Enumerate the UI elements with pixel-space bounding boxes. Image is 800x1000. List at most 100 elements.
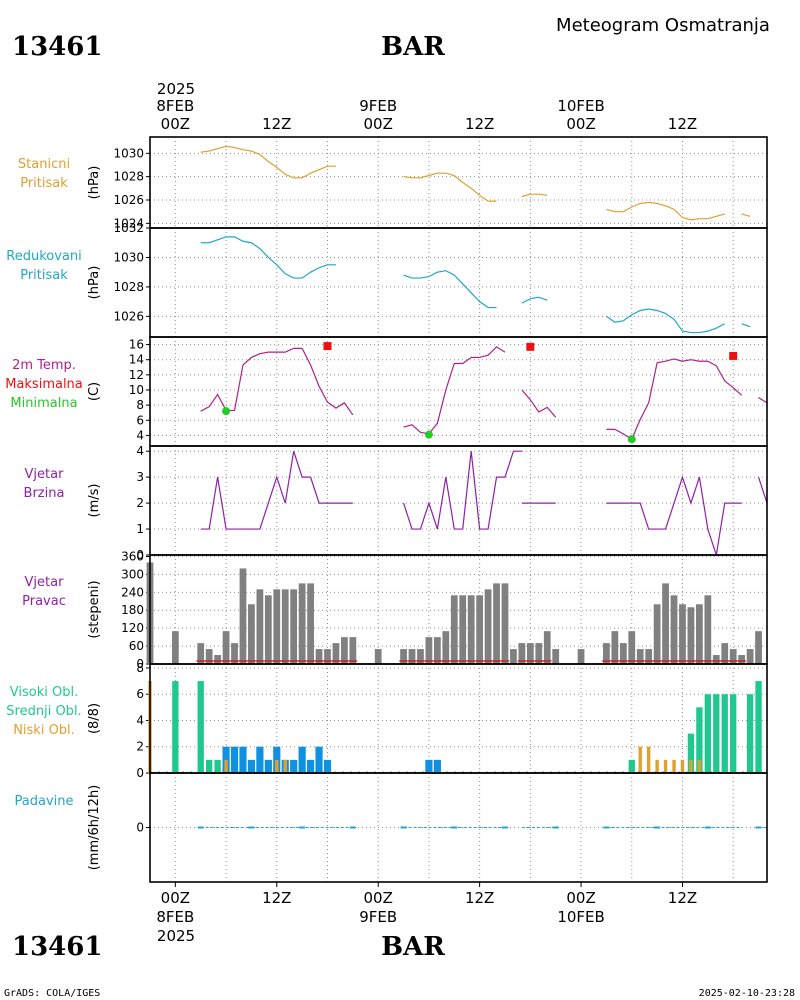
y-tick-label: 1030: [113, 250, 144, 264]
cloud-bar: [283, 759, 287, 773]
y-axis-label: (8/8): [87, 703, 102, 734]
top-year-label: 2025: [157, 80, 195, 98]
wind-direction-bar: [442, 631, 450, 664]
wind-direction-bar: [662, 583, 669, 664]
cloud-bar: [315, 746, 323, 773]
y-tick-label: 180: [121, 603, 144, 617]
cloud-bar: [704, 694, 712, 773]
cloud-bar: [655, 759, 659, 773]
wind-speed-line: [200, 451, 353, 530]
y-axis-label: (stepeni): [87, 580, 102, 638]
y-tick-label: 1032: [113, 221, 144, 235]
wind-direction-bar: [611, 631, 619, 664]
panel-1: 1024 1026 1028 1030 (hPa) Stanicni Pritisak: [18, 136, 768, 230]
wind-direction-bar: [510, 649, 517, 664]
y-tick-label: 16: [129, 338, 144, 352]
cloud-bar: [713, 694, 720, 773]
footer-station-id: 13461: [12, 932, 102, 962]
wind-direction-bar: [205, 649, 213, 664]
y-axis-label: (mm/6h/12h): [87, 785, 102, 871]
bottom-hour-label: 00Z: [364, 889, 393, 907]
cloud-bar: [247, 759, 256, 773]
panel-label: 2m Temp.: [12, 358, 76, 373]
y-tick-label: 1026: [113, 193, 144, 207]
panel-label: Padavine: [15, 794, 74, 809]
pressure-line: [403, 270, 497, 309]
pressure-line: [521, 193, 548, 198]
precip-bar: [755, 826, 762, 829]
cloud-bar: [721, 694, 728, 773]
y-tick-label: 6: [136, 413, 144, 427]
wind-direction-bar: [603, 643, 610, 664]
top-hour-label: 00Z: [161, 115, 190, 133]
wind-direction-bar: [256, 589, 264, 664]
y-axis-label: (hPa): [87, 266, 102, 300]
y-axis-label: (hPa): [87, 166, 102, 200]
wind-direction-bar: [467, 595, 475, 664]
cloud-bar: [298, 746, 306, 773]
header-station-name: BAR: [381, 32, 445, 62]
precip-bar: [400, 826, 407, 829]
bottom-hour-label: 00Z: [161, 889, 190, 907]
y-axis-label: (C): [87, 382, 102, 401]
cloud-bar: [197, 681, 204, 773]
wind-direction-bar: [374, 649, 382, 664]
tmax-marker: [526, 342, 535, 351]
precip-bar: [349, 826, 356, 829]
temperature-line: [758, 397, 768, 404]
wind-direction-bar: [433, 637, 441, 664]
precip-bar: [501, 826, 508, 829]
wind-direction-bar: [484, 589, 492, 664]
panel-label: Pritisak: [20, 268, 68, 283]
wind-direction-bar: [239, 568, 247, 664]
wind-direction-bar: [645, 649, 653, 664]
y-tick-label: 6: [136, 687, 144, 701]
cloud-bar: [172, 681, 179, 773]
cloud-bar: [275, 759, 279, 773]
cloud-bar: [638, 746, 642, 773]
top-date-label: 9FEB: [359, 97, 397, 115]
cloud-bar: [425, 759, 433, 773]
y-tick-label: 120: [121, 621, 144, 635]
y-tick-label: 360: [121, 549, 144, 563]
wind-direction-bar: [324, 649, 331, 664]
y-tick-label: 1030: [113, 146, 144, 160]
y-tick-label: 8: [136, 398, 144, 412]
pressure-line: [403, 172, 497, 202]
y-tick-label: 0: [136, 657, 144, 671]
wind-direction-bar: [577, 649, 585, 664]
panel-label: Srednji Obl.: [6, 704, 81, 719]
panel-label: Redukovani: [6, 249, 81, 264]
top-hour-label: 12Z: [262, 115, 291, 133]
panel-label: Pravac: [22, 594, 66, 609]
bottom-date-label: 10FEB: [557, 908, 604, 926]
temperature-line: [403, 346, 506, 435]
panel-frame: [149, 336, 768, 447]
tmin-marker: [627, 435, 636, 444]
cloud-bar: [224, 759, 228, 773]
cloud-bar: [672, 759, 676, 773]
pressure-line: [741, 323, 751, 328]
cloud-bar: [273, 746, 281, 773]
cloud-bar: [646, 746, 651, 773]
y-tick-label: 12: [129, 368, 144, 382]
wind-direction-bar: [307, 583, 314, 664]
footer-credit: GrADS: COLA/IGES: [4, 988, 100, 999]
wind-direction-bar: [400, 649, 407, 664]
wind-direction-bar: [273, 589, 281, 664]
y-tick-label: 4: [136, 444, 144, 458]
cloud-bar: [687, 733, 695, 773]
cloud-bar: [689, 759, 693, 773]
panel-label: Maksimalna: [5, 377, 83, 392]
wind-direction-bar: [552, 649, 560, 664]
bottom-date-label: 8FEB: [156, 908, 194, 926]
precip-bar: [299, 826, 306, 829]
wind-direction-bar: [670, 595, 678, 664]
wind-direction-bar: [729, 649, 737, 664]
wind-direction-bar: [636, 649, 644, 664]
temperature-line: [521, 389, 557, 418]
cloud-bar: [433, 759, 441, 773]
wind-direction-bar: [450, 595, 458, 664]
y-tick-label: 14: [129, 353, 144, 367]
